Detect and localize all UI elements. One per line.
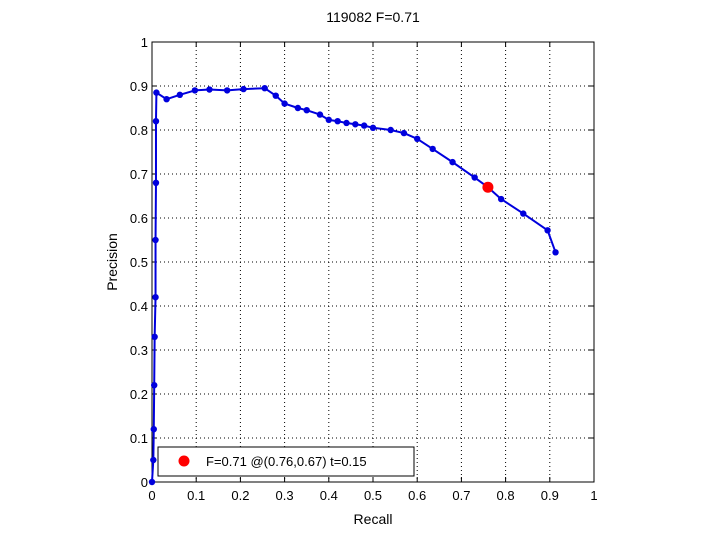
data-point <box>148 478 156 486</box>
data-point <box>449 158 456 166</box>
x-tick-label: 0.2 <box>231 488 249 503</box>
x-tick-label: 0.8 <box>497 488 515 503</box>
data-point <box>369 124 377 131</box>
y-tick-label: 0.3 <box>130 343 148 358</box>
data-point <box>153 89 160 96</box>
x-tick-label: 0 <box>148 488 155 503</box>
data-point <box>471 174 478 181</box>
data-point <box>303 107 310 114</box>
y-axis-label: Precision <box>104 233 120 291</box>
y-tick-label: 0.8 <box>130 123 148 138</box>
series-layer <box>148 85 559 486</box>
data-point <box>150 426 157 433</box>
x-tick-label: 0.6 <box>408 488 426 503</box>
data-point <box>152 236 159 244</box>
data-point <box>240 85 247 93</box>
y-tick-label: 0.1 <box>130 431 148 446</box>
data-point <box>360 122 368 129</box>
data-point <box>352 121 359 128</box>
x-axis-label: Recall <box>354 511 393 527</box>
data-point <box>400 129 408 137</box>
x-tick-label: 0.7 <box>452 488 470 503</box>
data-point <box>316 111 324 118</box>
x-tick-label: 1 <box>590 488 597 503</box>
data-point <box>272 92 279 99</box>
data-point <box>261 85 268 92</box>
data-point <box>497 195 505 203</box>
chart-title: 119082 F=0.71 <box>326 9 420 25</box>
series-line <box>151 87 557 483</box>
legend: F=0.71 @(0.76,0.67) t=0.15 <box>157 446 415 477</box>
data-point <box>151 333 158 340</box>
legend-box <box>157 446 415 477</box>
data-point <box>343 119 350 127</box>
data-point <box>325 116 332 124</box>
y-tick-label: 0.9 <box>130 79 148 94</box>
data-point <box>294 104 302 112</box>
y-tick-label: 0.4 <box>130 299 148 314</box>
best-f-marker <box>482 181 494 193</box>
x-tick-label: 0.3 <box>276 488 294 503</box>
grid-lines <box>152 42 594 482</box>
data-point <box>152 118 160 125</box>
data-point <box>429 145 436 153</box>
data-point <box>152 294 159 301</box>
x-tick-label: 0.5 <box>364 488 382 503</box>
data-point <box>152 179 160 186</box>
data-point <box>150 456 157 464</box>
data-point <box>281 100 288 107</box>
x-tick-label: 0.4 <box>320 488 338 503</box>
data-point <box>387 126 394 134</box>
y-tick-label: 0.7 <box>130 167 148 182</box>
legend-label: F=0.71 @(0.76,0.67) t=0.15 <box>206 454 367 469</box>
x-tick-label: 0.9 <box>541 488 559 503</box>
data-point <box>151 382 158 389</box>
data-point <box>544 227 551 234</box>
y-tick-label: 0.5 <box>130 255 148 270</box>
y-tick-label: 0 <box>141 475 148 490</box>
data-point <box>176 91 184 99</box>
x-tick-label: 0.1 <box>187 488 205 503</box>
data-point <box>206 86 213 93</box>
data-point <box>414 135 421 142</box>
ticks: 0 0.1 0.2 0.3 0.4 0.5 0.6 0.7 0.8 0.9 1 0 0.1 0.2 0.3 0… <box>130 35 598 503</box>
data-point <box>520 210 527 217</box>
legend-marker <box>178 455 190 467</box>
data-point <box>223 87 231 94</box>
data-point <box>334 118 341 125</box>
data-point <box>191 87 199 94</box>
y-tick-label: 0.2 <box>130 387 148 402</box>
data-point <box>552 249 559 256</box>
y-tick-label: 0.6 <box>130 211 148 226</box>
y-tick-label: 1 <box>141 35 148 50</box>
data-point <box>163 96 170 103</box>
